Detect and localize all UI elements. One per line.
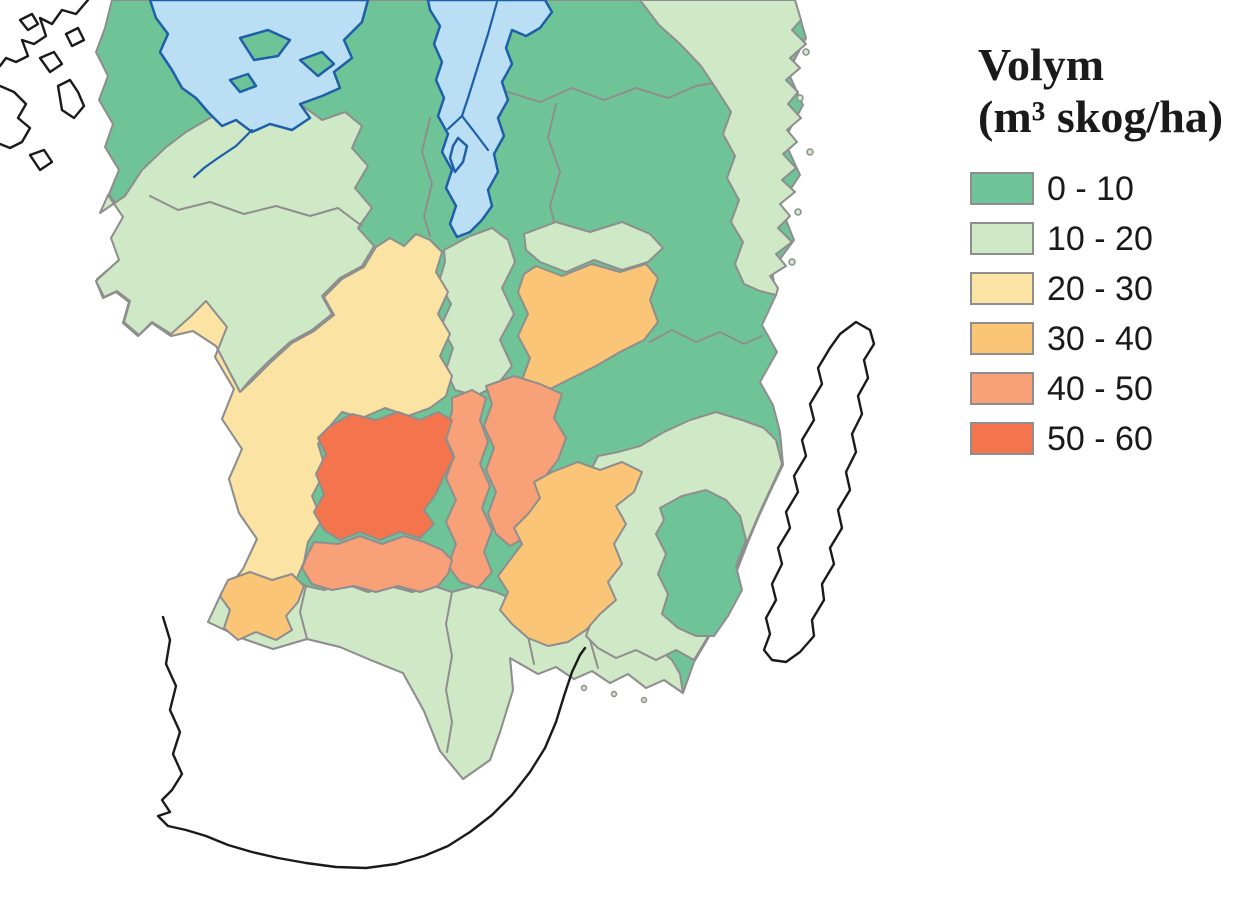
northwest-coastline — [0, 84, 32, 150]
region-west-yellow — [95, 233, 453, 623]
archipelago-islet — [806, 148, 814, 156]
no-data-areas — [0, 0, 876, 870]
coast-islet — [38, 50, 64, 74]
legend-label-20-30: 20 - 30 — [1047, 270, 1153, 308]
region-southeast-green — [655, 489, 747, 637]
legend-label-10-20: 10 - 20 — [1047, 220, 1153, 258]
south-coastline — [156, 615, 587, 870]
legend-swatch-10-20 — [970, 222, 1034, 255]
legend-label-40-50: 40 - 50 — [1047, 370, 1153, 408]
county-border — [547, 103, 561, 229]
legend-swatch-20-30 — [970, 272, 1034, 305]
lakes — [148, 0, 554, 239]
region-northeast-coast-light-green — [639, 0, 807, 296]
lake-east-long — [426, 0, 554, 239]
lake-west-large — [148, 0, 370, 134]
lake-boundary-line — [446, 114, 464, 131]
county-border — [149, 195, 363, 227]
legend-title-line2: (m³ skog/ha) — [978, 91, 1223, 142]
county-border — [649, 329, 763, 345]
archipelago-islet — [794, 208, 802, 216]
legend-label-30-40: 30 - 40 — [1047, 320, 1153, 358]
lake-island — [298, 50, 336, 78]
region-north-central-light-green — [523, 221, 664, 273]
archipelago-islet — [796, 94, 804, 102]
map-regions — [95, 0, 814, 780]
lake-boundary-line — [460, 0, 499, 118]
archipelago-islet — [788, 258, 796, 266]
lake-island-small — [448, 136, 469, 174]
legend-swatch-40-50 — [970, 372, 1034, 405]
lake-island — [228, 72, 258, 94]
river-outlet — [192, 128, 254, 179]
region-northcentral-orange — [517, 263, 659, 399]
legend-swatch-0-10 — [970, 172, 1034, 205]
region-southcentral-orange — [497, 461, 643, 647]
northwest-coastline — [0, 0, 90, 68]
skerry — [610, 690, 618, 698]
legend-label-0-10: 0 - 10 — [1047, 170, 1134, 208]
coast-islet — [56, 78, 86, 120]
region-southwest-orange-small — [219, 571, 305, 641]
region-south-salmon — [301, 535, 453, 593]
county-border — [445, 591, 453, 753]
legend-label-50-60: 50 - 60 — [1047, 420, 1153, 458]
legend-swatch-50-60 — [970, 422, 1034, 455]
legend-swatch-30-40 — [970, 322, 1034, 355]
county-border — [421, 117, 433, 237]
region-central-light-green-strip — [438, 227, 516, 397]
island-east-outline — [762, 320, 876, 664]
region-central-red — [313, 411, 455, 541]
lake-boundary-line — [460, 114, 490, 152]
lake-island — [238, 28, 292, 62]
coast-islet — [64, 26, 86, 48]
county-border — [299, 585, 308, 640]
county-border — [507, 81, 719, 103]
coast-islet — [18, 12, 40, 32]
skerry — [580, 684, 588, 692]
legend: Volym (m³ skog/ha) 0 - 10 10 - 20 20 - 3… — [970, 39, 1223, 458]
skerry — [640, 696, 648, 704]
legend-title-line1: Volym — [978, 39, 1104, 90]
coast-islet — [28, 148, 54, 172]
archipelago-islet — [802, 48, 810, 56]
